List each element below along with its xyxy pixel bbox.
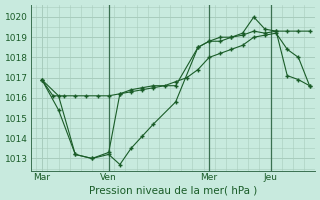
- X-axis label: Pression niveau de la mer( hPa ): Pression niveau de la mer( hPa ): [89, 185, 257, 195]
